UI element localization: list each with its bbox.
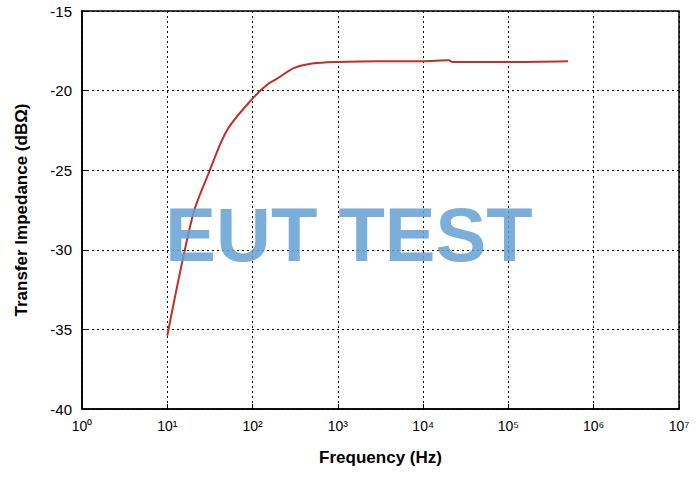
svg-text:-20: -20 — [50, 82, 72, 99]
svg-text:EUT TEST: EUT TEST — [165, 192, 532, 277]
svg-text:-15: -15 — [50, 3, 72, 20]
svg-text:Frequency (Hz): Frequency (Hz) — [319, 448, 442, 467]
svg-text:10⁶: 10⁶ — [583, 418, 604, 434]
svg-text:-35: -35 — [50, 321, 72, 338]
svg-text:10¹: 10¹ — [157, 418, 178, 434]
svg-text:-40: -40 — [50, 401, 72, 418]
svg-text:Transfer Impedance (dBΩ): Transfer Impedance (dBΩ) — [12, 104, 31, 317]
svg-text:10⁴: 10⁴ — [412, 418, 434, 434]
svg-text:10⁷: 10⁷ — [669, 418, 690, 434]
svg-text:10⁵: 10⁵ — [498, 418, 519, 434]
svg-text:10⁰: 10⁰ — [72, 418, 93, 434]
svg-text:10²: 10² — [242, 418, 263, 434]
svg-text:10³: 10³ — [328, 418, 349, 434]
svg-text:-30: -30 — [50, 241, 72, 258]
svg-text:-25: -25 — [50, 162, 72, 179]
